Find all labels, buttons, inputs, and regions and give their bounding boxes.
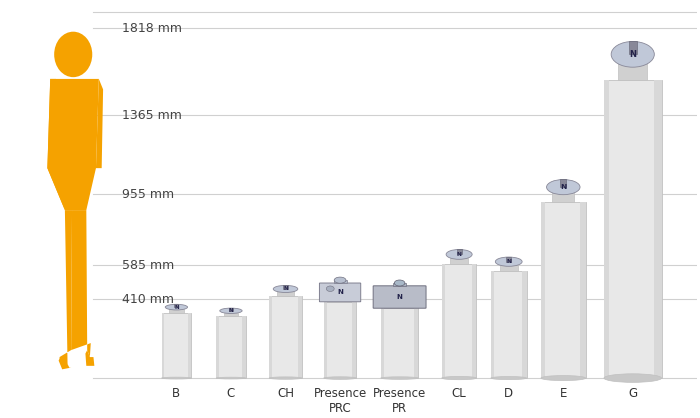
Polygon shape — [85, 350, 94, 366]
Bar — [393, 283, 406, 286]
Text: N: N — [506, 259, 511, 264]
Bar — [450, 257, 468, 264]
Bar — [169, 309, 184, 313]
Bar — [560, 179, 566, 187]
Bar — [284, 285, 288, 289]
Ellipse shape — [381, 377, 419, 379]
Bar — [298, 296, 302, 378]
Text: B: B — [172, 387, 181, 400]
Bar — [174, 304, 179, 307]
Bar — [323, 301, 327, 378]
Bar — [442, 264, 445, 378]
Bar — [277, 291, 294, 296]
Bar — [216, 316, 246, 378]
Bar — [229, 308, 233, 311]
Bar — [472, 264, 477, 378]
Bar — [654, 80, 661, 378]
Bar — [381, 308, 384, 378]
Bar — [188, 313, 191, 378]
Bar — [541, 202, 545, 378]
Bar — [580, 202, 586, 378]
Bar — [242, 316, 246, 378]
Polygon shape — [48, 79, 99, 210]
Bar — [552, 192, 575, 202]
Text: CH: CH — [277, 387, 294, 400]
Text: N: N — [629, 50, 636, 59]
Bar — [491, 271, 494, 378]
Text: CL: CL — [452, 387, 466, 400]
Ellipse shape — [334, 277, 346, 283]
Text: N: N — [229, 308, 233, 313]
Polygon shape — [71, 210, 91, 357]
Text: Presence
PRC: Presence PRC — [314, 387, 367, 415]
Bar — [500, 265, 518, 271]
Text: D: D — [504, 387, 513, 400]
Bar — [216, 316, 218, 378]
Polygon shape — [48, 79, 65, 210]
Ellipse shape — [216, 377, 246, 379]
Ellipse shape — [442, 377, 477, 380]
Bar — [333, 280, 346, 283]
Text: E: E — [559, 387, 567, 400]
Ellipse shape — [326, 286, 334, 291]
Ellipse shape — [220, 308, 242, 314]
Text: 1818 mm: 1818 mm — [122, 22, 182, 35]
Bar — [604, 80, 609, 378]
Bar — [456, 249, 461, 255]
Bar — [162, 313, 164, 378]
Text: N: N — [337, 289, 343, 296]
Ellipse shape — [491, 377, 526, 380]
Bar — [414, 308, 419, 378]
Ellipse shape — [547, 179, 580, 195]
Text: N: N — [397, 294, 402, 300]
Bar — [323, 301, 356, 378]
FancyBboxPatch shape — [373, 286, 426, 308]
Text: Presence
PR: Presence PR — [373, 387, 426, 415]
Text: G: G — [628, 387, 637, 400]
Bar — [491, 271, 526, 378]
Bar — [506, 257, 511, 262]
Ellipse shape — [394, 280, 405, 286]
Bar — [629, 41, 637, 54]
Text: N: N — [560, 184, 566, 190]
Ellipse shape — [269, 377, 302, 379]
Ellipse shape — [273, 285, 298, 293]
Ellipse shape — [446, 250, 472, 259]
Bar — [162, 313, 191, 378]
Ellipse shape — [604, 374, 662, 382]
Ellipse shape — [496, 257, 522, 266]
Polygon shape — [59, 357, 71, 370]
Text: N: N — [456, 252, 461, 257]
Bar — [223, 313, 239, 316]
Bar — [618, 63, 647, 80]
Ellipse shape — [611, 41, 655, 67]
FancyBboxPatch shape — [319, 283, 360, 302]
Text: 585 mm: 585 mm — [122, 259, 174, 272]
Bar — [604, 80, 662, 378]
Ellipse shape — [541, 375, 586, 381]
Bar — [541, 202, 586, 378]
Bar — [352, 301, 356, 378]
Text: 955 mm: 955 mm — [122, 188, 174, 201]
Bar — [269, 296, 302, 378]
Text: C: C — [227, 387, 235, 400]
Text: N: N — [284, 286, 288, 291]
Bar — [522, 271, 526, 378]
Bar — [442, 264, 477, 378]
Ellipse shape — [162, 377, 191, 379]
Bar — [269, 296, 272, 378]
Polygon shape — [60, 210, 72, 364]
Ellipse shape — [323, 377, 356, 380]
Text: 410 mm: 410 mm — [122, 293, 174, 306]
Ellipse shape — [54, 32, 92, 77]
Ellipse shape — [165, 304, 188, 310]
Polygon shape — [96, 79, 103, 168]
Text: 1365 mm: 1365 mm — [122, 109, 182, 122]
Bar — [381, 308, 419, 378]
Text: N: N — [174, 305, 179, 310]
